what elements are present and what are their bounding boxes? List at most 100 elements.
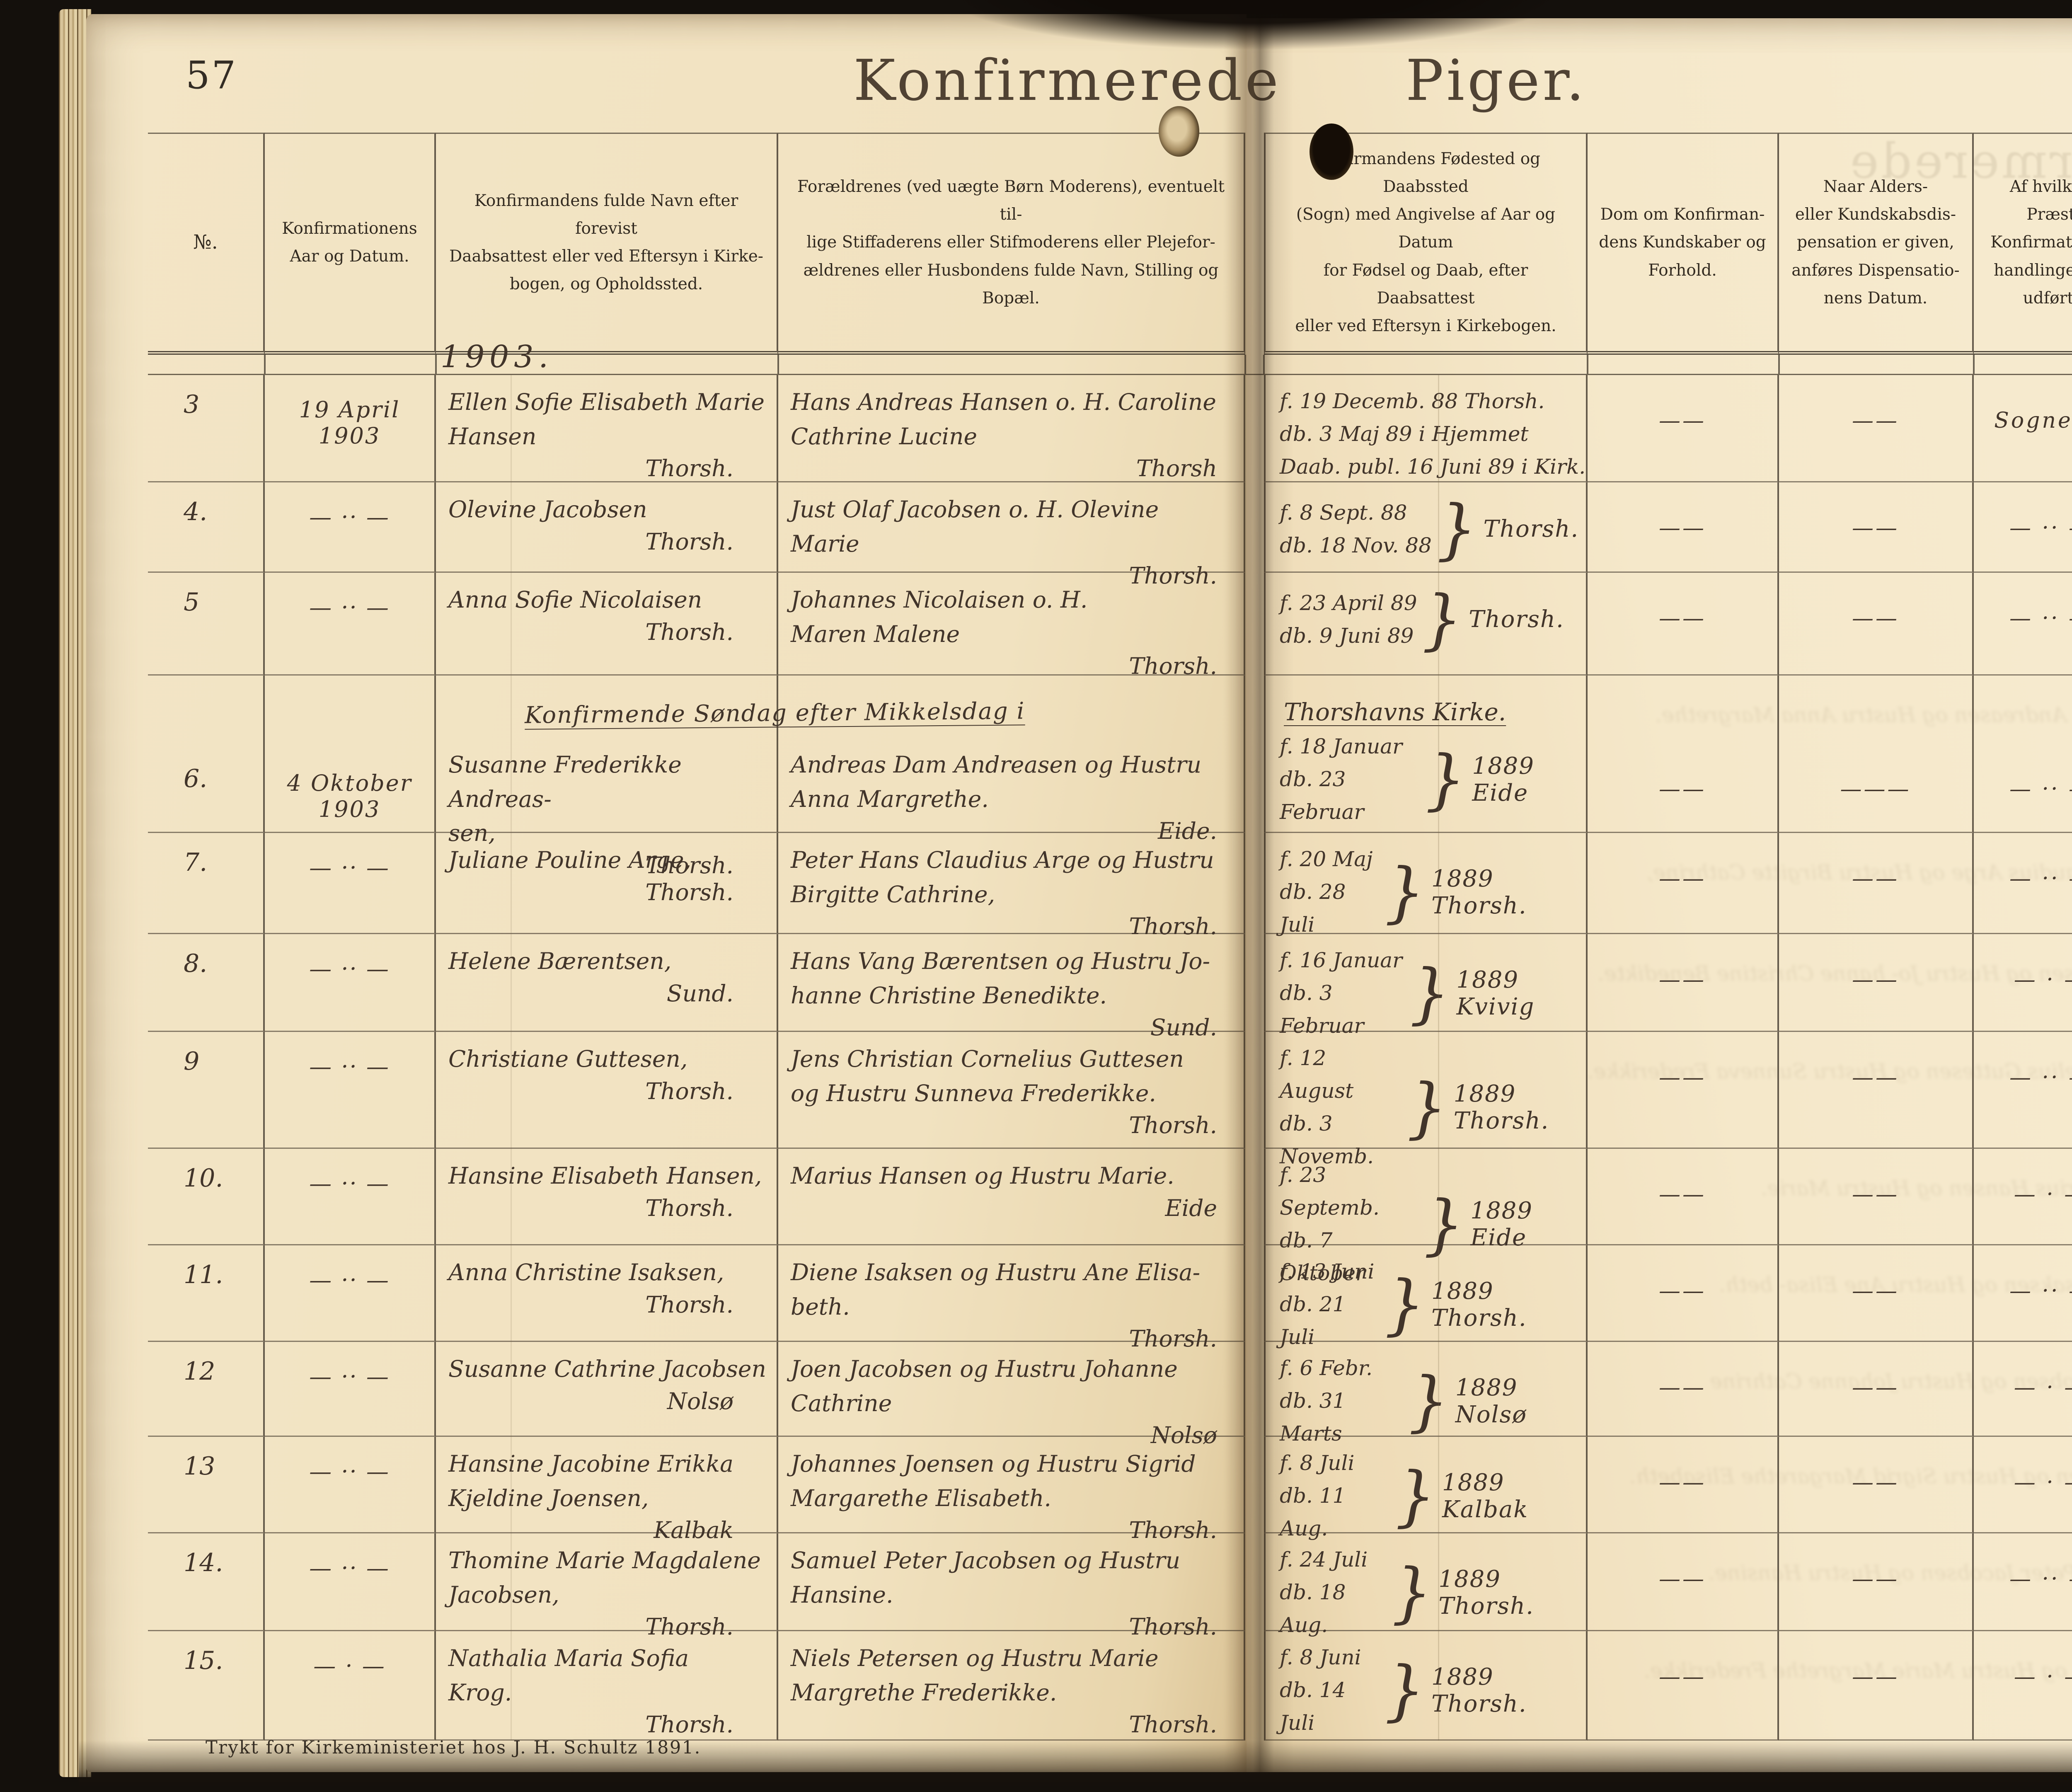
column-header-judgement: Dom om Konfirman- dens Kundskaber og For… — [1588, 133, 1779, 355]
parents-residence: Thorsh. — [1129, 1325, 1217, 1352]
parents-residence: Thorsh. — [1129, 1517, 1217, 1543]
confirmation-date: — ·· — — [265, 1032, 436, 1149]
confirmation-date: — · — — [265, 1631, 436, 1741]
parents-names: Jens Christian Cornelius Guttesen og Hus… — [791, 1046, 1184, 1107]
birth-cell: f. 12 August db. 3 Novemb.} 1889 Thorsh. — [1264, 1032, 1588, 1168]
birth-place: 1889 Eide — [1470, 1197, 1533, 1251]
dispensation-mark: —— — [1779, 1533, 1974, 1631]
confirmand-name: Thomine Marie Magdalene Jacobsen, — [448, 1547, 761, 1608]
birth-baptism-dates: f. 8 Sept. 88 db. 18 Nov. 88 — [1280, 500, 1432, 557]
confirmand-residence: Thorsh. — [645, 1711, 733, 1738]
name-cell: Anna Sofie Nicolaisen Thorsh. — [436, 573, 778, 676]
column-header-date: Konfirmationens Aar og Datum. — [265, 133, 436, 355]
dispensation-mark: —— — [1779, 833, 1974, 934]
row-number: 10. — [148, 1149, 265, 1245]
judgement-mark: —— — [1588, 1342, 1779, 1437]
judgement-mark: —— — [1588, 375, 1779, 482]
dispensation-mark: —— — [1779, 1342, 1974, 1437]
birth-place: 1889 Thorsh. — [1431, 1277, 1527, 1332]
confirmation-date: — ·· — — [265, 1533, 436, 1631]
row-number: 11. — [148, 1245, 265, 1342]
priest-entry: — · — — [1974, 1149, 2072, 1245]
birth-entry: f. 18 Januar db. 23 Februar} 1889 Eide — [1266, 726, 1586, 828]
birth-entry: f. 13 Juni db. 21 Juli} 1889 Thorsh. — [1266, 1245, 1586, 1354]
brace-mark: } — [1385, 1266, 1425, 1343]
gutter-spacer — [1245, 676, 1264, 833]
year-row: 1903. — [148, 339, 2072, 375]
confirmand-name: Anna Christine Isaksen, — [448, 1259, 724, 1286]
brace-mark: } — [1422, 581, 1462, 658]
birth-cell: f. 20 Maj db. 28 Juli} 1889 Thorsh. — [1264, 833, 1588, 937]
birth-entry: f. 24 Juli db. 18 Aug.} 1889 Thorsh. — [1266, 1533, 1586, 1642]
confirmation-date: — ·· — — [265, 1245, 436, 1342]
confirmand-name: Christiane Guttesen, — [448, 1046, 688, 1072]
gutter-spacer — [1245, 833, 1264, 934]
binding-hole-icon — [1310, 124, 1353, 180]
register-table: №. Konfirmationens Aar og Datum. Konfirm… — [148, 133, 2072, 1741]
page-number-left: 57 — [186, 53, 238, 97]
row-number: 5 — [148, 573, 265, 676]
confirmand-residence: Thorsh. — [645, 1613, 733, 1640]
parents-residence: Eide. — [1158, 818, 1217, 844]
birth-cell: f. 24 Juli db. 18 Aug.} 1889 Thorsh. — [1264, 1533, 1588, 1637]
confirmand-residence: Sund. — [666, 980, 733, 1007]
confirmand-name: Hansine Jacobine Erikka Kjeldine Joensen… — [448, 1451, 733, 1511]
brace-mark: } — [1409, 955, 1450, 1032]
priest-entry: — ·· — — [1974, 1245, 2072, 1342]
name-cell: Helene Bærentsen, Sund. — [436, 934, 778, 1032]
confirmand-name: Susanne Frederikke Andreas- sen, — [448, 751, 682, 846]
confirmand-residence: Thorsh. — [645, 879, 733, 906]
parents-cell: Niels Petersen og Hustru Marie Margrethe… — [778, 1631, 1245, 1741]
dispensation-mark: —— — [1779, 1245, 1974, 1342]
row-number: 13 — [148, 1437, 265, 1533]
name-cell: Anna Christine Isaksen, Thorsh. — [436, 1245, 778, 1342]
parents-cell: Johannes Joensen og Hustru Sigrid Margar… — [778, 1437, 1245, 1543]
birth-place: 1889 Nolsø — [1455, 1374, 1527, 1428]
birth-place: 1889 Thorsh. — [1431, 1663, 1527, 1717]
birth-cell: f. 23 April 89 db. 9 Juni 89} Thorsh. — [1264, 573, 1588, 676]
name-cell: Thomine Marie Magdalene Jacobsen, Thorsh. — [436, 1533, 778, 1640]
parents-residence: Thorsh. — [1129, 1711, 1217, 1738]
judgement-mark: —— — [1588, 1631, 1779, 1741]
parents-cell: Peter Hans Claudius Arge og Hustru Birgi… — [778, 833, 1245, 940]
parents-names: Hans Vang Bærentsen og Hustru Jo- hanne … — [791, 948, 1210, 1009]
birth-cell: f. 8 Juni db. 14 Juli} 1889 Thorsh. — [1264, 1631, 1588, 1741]
judgement-mark: —— — [1588, 934, 1779, 1032]
parents-residence: Thorsh — [1136, 455, 1217, 482]
name-cell: Nathalia Maria Sofia Krog. Thorsh. — [436, 1631, 778, 1741]
title-left-part: Konfirmerede — [853, 48, 1281, 114]
brace-mark: } — [1392, 1554, 1432, 1631]
right-page — [1247, 18, 2072, 1772]
priest-entry: — ·· — — [1974, 482, 2072, 573]
left-page — [86, 14, 1247, 1772]
birth-entry: f. 12 August db. 3 Novemb.} 1889 Thorsh. — [1266, 1032, 1586, 1173]
parents-names: Andreas Dam Andreasen og Hustru Anna Mar… — [791, 751, 1202, 812]
birth-place: 1889 Thorsh. — [1438, 1565, 1534, 1620]
birth-entry: f. 20 Maj db. 28 Juli} 1889 Thorsh. — [1266, 833, 1586, 941]
column-header-parents: Forældrenes (ved uægte Børn Moderens), e… — [778, 133, 1245, 355]
confirmand-residence: Thorsh. — [645, 455, 733, 482]
priest-entry: — ·· — — [1974, 1533, 2072, 1631]
dispensation-mark: —— — [1779, 375, 1974, 482]
row-number: 8. — [148, 934, 265, 1032]
dispensation-mark: —— — [1779, 934, 1974, 1032]
priest-entry: — · — — [1974, 1437, 2072, 1533]
column-header-priest: Af hvilken Præst Konfirmations- handling… — [1974, 133, 2072, 355]
year-label: 1903. — [441, 339, 553, 375]
parents-cell: Konfirmende Søndag efter Mikkelsdag i And… — [525, 676, 1245, 844]
row-number: 15. — [148, 1631, 265, 1741]
confirmation-date: — ·· — — [265, 934, 436, 1032]
confirmand-name: Helene Bærentsen, — [448, 948, 672, 974]
priest-entry: — · — — [1974, 1342, 2072, 1437]
birth-cell: f. 16 Januar db. 3 Februar} 1889 Kvivig — [1264, 934, 1588, 1038]
confirmand-residence: Kalbak — [654, 1517, 733, 1543]
parents-cell: Hans Vang Bærentsen og Hustru Jo- hanne … — [778, 934, 1245, 1041]
binding-hole-icon — [1159, 106, 1199, 157]
brace-mark: } — [1423, 1186, 1464, 1263]
birth-baptism-dates: f. 16 Januar db. 3 Februar — [1280, 948, 1402, 1038]
brace-mark: } — [1385, 1652, 1425, 1729]
gutter-spacer — [1245, 1437, 1264, 1533]
brace-mark: } — [1409, 1363, 1449, 1439]
birth-baptism-dates: f. 24 Juli db. 18 Aug. — [1280, 1547, 1368, 1637]
gutter-spacer — [1245, 1631, 1264, 1741]
